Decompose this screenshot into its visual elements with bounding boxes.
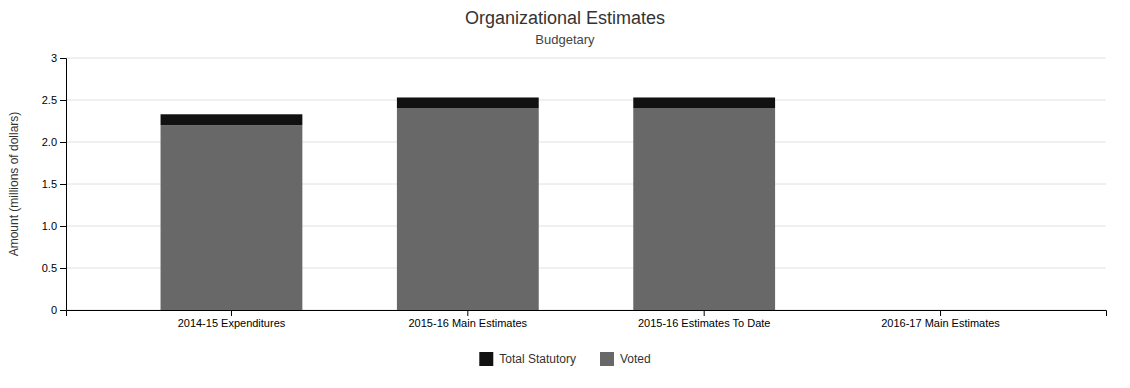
legend-swatch	[479, 352, 493, 366]
y-tick: 2.0	[42, 136, 66, 148]
y-tick: 1.5	[42, 178, 66, 190]
title: Organizational Estimates	[465, 8, 665, 28]
chart-container: Organizational Estimates Budgetary 0 0.5 1.0…	[0, 0, 1130, 388]
x-tick-mark	[704, 310, 705, 316]
bar	[161, 114, 303, 125]
x-tick: 2016-17 Main Estimates	[881, 310, 1000, 329]
x-axis-line	[67, 311, 1107, 317]
legend-label: Voted	[620, 352, 651, 366]
legend-swatch	[600, 352, 614, 366]
y-tick-mark	[60, 310, 66, 311]
y-tick-mark	[60, 58, 66, 59]
bar	[870, 310, 1012, 311]
x-tick-mark	[467, 310, 468, 316]
x-tick-label: 2016-17 Main Estimates	[881, 317, 1000, 329]
y-tick-label: 2.0	[42, 136, 57, 148]
y-tick: 2.5	[42, 94, 66, 106]
x-tick: 2015-16 Main Estimates	[409, 310, 528, 329]
bar	[870, 310, 1012, 311]
bar	[633, 97, 775, 108]
y-tick: 3	[51, 52, 66, 64]
x-tick-label: 2015-16 Main Estimates	[409, 317, 528, 329]
x-tick: 2015-16 Estimates To Date	[638, 310, 770, 329]
y-tick-label: 3	[51, 52, 57, 64]
y-tick: 1.0	[42, 220, 66, 232]
x-tick-label: 2014-15 Expenditures	[178, 317, 286, 329]
y-tick-mark	[60, 226, 66, 227]
y-tick: 0.5	[42, 262, 66, 274]
x-tick-mark	[231, 310, 232, 316]
x-tick-label: 2015-16 Estimates To Date	[638, 317, 770, 329]
y-tick-mark	[60, 268, 66, 269]
series	[161, 97, 776, 125]
bars	[161, 97, 776, 310]
subtitle: Budgetary	[535, 32, 595, 47]
y-axis-line	[60, 59, 67, 311]
bar	[633, 108, 775, 310]
y-tick: 0	[51, 304, 66, 316]
y-tick-label: 1.0	[42, 220, 57, 232]
y-tick-label: 1.5	[42, 178, 57, 190]
y-tick-label: 0	[51, 304, 57, 316]
chart-svg: Organizational Estimates Budgetary 0 0.5 1.0…	[0, 0, 1130, 388]
bar	[397, 97, 539, 108]
bar	[397, 108, 539, 310]
grid	[66, 58, 1106, 310]
x-axis: 2014-15 Expenditures 2015-16 Main Estimat…	[67, 310, 1107, 329]
series	[161, 108, 776, 310]
y-tick-mark	[60, 184, 66, 185]
legend: Total Statutory Voted	[479, 352, 650, 366]
plot: 00.51.01.52.02.532014-15 Expenditures201…	[42, 52, 1107, 329]
x-tick: 2014-15 Expenditures	[178, 310, 286, 329]
grid-line	[66, 100, 1106, 101]
grid-line	[66, 58, 1106, 59]
y-axis: 0 0.5 1.0 1.5 2.0 2.5 3	[42, 52, 67, 316]
y-tick-mark	[60, 142, 66, 143]
y-axis-title: Amount (millions of dollars)	[7, 112, 21, 257]
legend-item: Total Statutory	[479, 352, 576, 366]
y-tick-label: 2.5	[42, 94, 57, 106]
legend-label: Total Statutory	[499, 352, 576, 366]
x-tick-mark	[940, 310, 941, 316]
y-tick-mark	[60, 100, 66, 101]
bar	[161, 125, 303, 310]
y-tick-label: 0.5	[42, 262, 57, 274]
legend-item: Voted	[600, 352, 651, 366]
